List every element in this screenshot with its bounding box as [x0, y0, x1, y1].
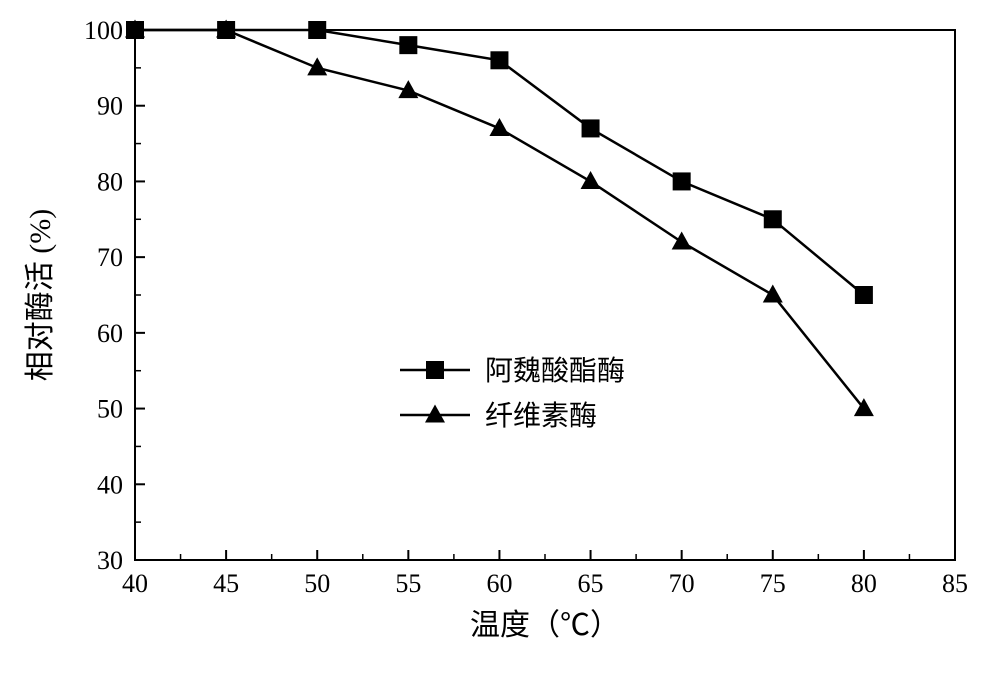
marker-square — [855, 286, 873, 304]
marker-square — [764, 210, 782, 228]
y-axis-label: 相对酶活 (%) — [24, 209, 57, 381]
x-tick-label: 80 — [851, 569, 877, 598]
marker-square — [426, 361, 444, 379]
legend-label: 阿魏酸酯酶 — [485, 355, 625, 387]
x-tick-label: 70 — [669, 569, 695, 598]
line-chart: 4045505560657075808530405060708090100温度（… — [0, 0, 1000, 678]
chart-container: 4045505560657075808530405060708090100温度（… — [0, 0, 1000, 678]
x-tick-label: 55 — [395, 569, 421, 598]
y-tick-label: 30 — [97, 546, 123, 575]
y-tick-label: 100 — [84, 16, 123, 45]
marker-square — [582, 119, 600, 137]
y-tick-label: 40 — [97, 470, 123, 499]
y-tick-label: 70 — [97, 243, 123, 272]
marker-square — [490, 51, 508, 69]
x-tick-label: 45 — [213, 569, 239, 598]
x-tick-label: 60 — [486, 569, 512, 598]
x-tick-label: 85 — [942, 569, 968, 598]
marker-square — [673, 172, 691, 190]
x-tick-label: 50 — [304, 569, 330, 598]
marker-square — [308, 21, 326, 39]
y-tick-label: 60 — [97, 319, 123, 348]
marker-square — [399, 36, 417, 54]
y-tick-label: 90 — [97, 92, 123, 121]
y-tick-label: 80 — [97, 167, 123, 196]
x-tick-label: 40 — [122, 569, 148, 598]
legend-label: 纤维素酶 — [485, 400, 597, 432]
x-axis-label: 温度（℃） — [470, 609, 620, 642]
y-tick-label: 50 — [97, 395, 123, 424]
x-tick-label: 75 — [760, 569, 786, 598]
x-tick-label: 65 — [578, 569, 604, 598]
